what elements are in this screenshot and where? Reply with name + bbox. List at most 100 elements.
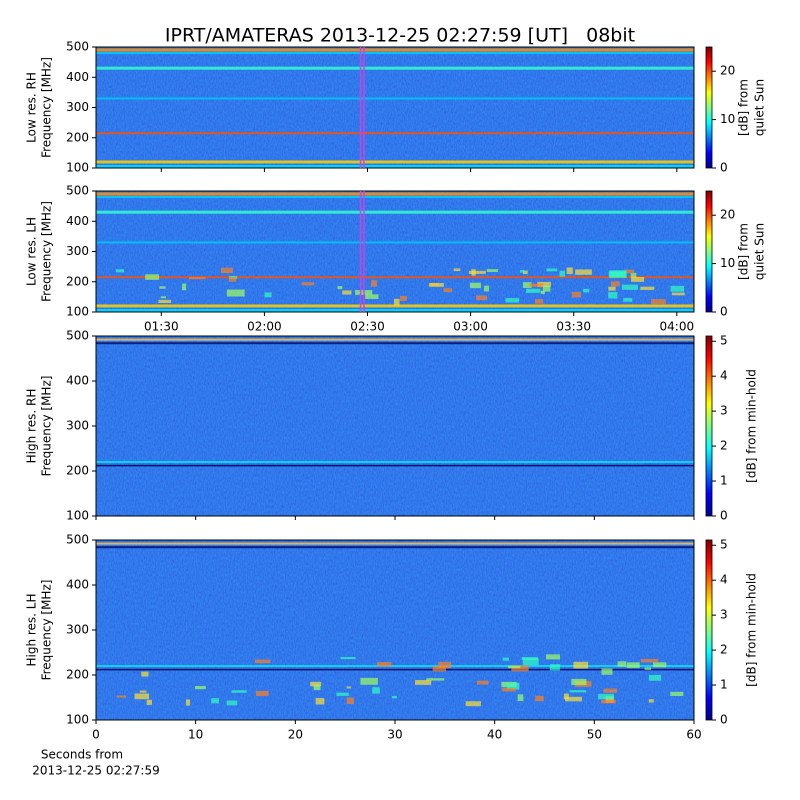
emission-patch (569, 690, 587, 693)
spectral-band (96, 241, 694, 244)
spectral-band (96, 132, 694, 135)
emission-patch (517, 694, 524, 702)
spectrogram-noise (96, 540, 694, 720)
emission-patch (160, 296, 166, 299)
y-tick-label: 100 (66, 305, 89, 319)
colorbar-tick-label: 2 (720, 439, 728, 453)
emission-patch (507, 665, 521, 669)
y-tick-label: 100 (66, 713, 89, 727)
emission-patch (630, 273, 637, 278)
y-tick-label: 400 (66, 374, 89, 388)
x-axis-label: 2013-12-25 02:27:59 (32, 764, 159, 778)
emission-patch (529, 283, 544, 287)
emission-patch (231, 690, 247, 693)
colorbar (705, 190, 713, 313)
y-tick-label: 300 (66, 419, 89, 433)
emission-patch (624, 269, 635, 274)
colorbar-label: [dB] from (737, 79, 751, 136)
emission-patch (139, 690, 147, 693)
y-axis-label: High res. RH (25, 389, 39, 464)
emission-patch (346, 686, 351, 689)
emission-patch (438, 661, 452, 669)
emission-patch (365, 294, 379, 299)
emission-patch (522, 282, 532, 288)
emission-patch (336, 692, 349, 696)
x-tick-label: 03:30 (556, 320, 591, 334)
emission-patch (506, 682, 520, 690)
spectrogram-noise (96, 191, 694, 312)
colorbar-tick-label: 10 (720, 112, 735, 126)
emission-patch (537, 281, 551, 288)
emission-patch (549, 664, 560, 671)
emission-patch (443, 288, 453, 293)
emission-patch (337, 286, 343, 290)
emission-patch (603, 688, 618, 693)
x-tick-label: 30 (387, 728, 402, 742)
spectral-band (96, 668, 694, 671)
colorbar-label: [dB] from min-hold (745, 573, 759, 687)
emission-patch (415, 680, 432, 685)
emission-patch (372, 687, 380, 694)
x-tick-label: 04:00 (660, 320, 695, 334)
emission-patch (621, 284, 638, 290)
emission-patch (145, 274, 160, 280)
emission-patch (476, 295, 487, 301)
y-tick-label: 400 (66, 578, 89, 592)
emission-patch (526, 288, 541, 293)
emission-patch (432, 666, 446, 672)
colorbar (705, 539, 713, 721)
colorbar-tick-label: 1 (720, 474, 728, 488)
x-tick-label: 02:00 (247, 320, 282, 334)
emission-patch (158, 299, 172, 304)
emission-patch (453, 268, 461, 272)
y-axis-label: Frequency [MHz] (40, 57, 54, 158)
x-tick-label: 10 (188, 728, 203, 742)
y-tick-label: 200 (66, 274, 89, 288)
y-tick-label: 300 (66, 623, 89, 637)
y-tick-label: 500 (66, 533, 89, 547)
x-tick-label: 0 (92, 728, 100, 742)
emission-patch (566, 267, 573, 275)
emission-patch (116, 269, 125, 273)
colorbar-tick-label: 0 (720, 161, 728, 175)
spectral-band (96, 665, 694, 667)
emission-patch (377, 661, 392, 667)
emission-patch (468, 270, 486, 274)
emission-patch (256, 690, 269, 697)
spectrogram-noise (96, 47, 694, 168)
emission-patch (146, 699, 152, 705)
emission-patch (182, 283, 187, 291)
emission-patch (264, 292, 272, 298)
emission-patch (540, 290, 545, 294)
emission-patch (522, 658, 539, 666)
emission-patch (229, 275, 238, 280)
colorbar (705, 335, 713, 517)
emission-patch (220, 267, 233, 274)
colorbar-tick-label: 0 (720, 509, 728, 523)
emission-patch (640, 286, 655, 290)
emission-patch (342, 290, 352, 295)
spectral-band (96, 210, 694, 214)
colorbar-tick-label: 10 (720, 256, 735, 270)
colorbar-tick-label: 5 (720, 334, 728, 348)
emission-patch (360, 677, 378, 685)
emission-patch (313, 684, 321, 691)
spectral-band (96, 308, 694, 312)
emission-patch (631, 276, 645, 282)
emission-patch (610, 281, 620, 287)
spectral-band (96, 48, 694, 52)
y-axis-label: High res. LH (25, 593, 39, 666)
spectral-band (96, 546, 694, 549)
emission-patch (501, 687, 516, 692)
y-axis-label: Low res. RH (25, 72, 39, 143)
emission-patch (486, 269, 498, 272)
colorbar-tick-label: 4 (720, 573, 728, 587)
emission-patch (640, 658, 659, 663)
emission-patch (465, 701, 482, 707)
emission-patch (194, 686, 206, 690)
emission-patch (346, 697, 354, 705)
spectral-band (96, 338, 694, 341)
x-tick-label: 01:30 (144, 320, 179, 334)
colorbar-tick-label: 1 (720, 678, 728, 692)
emission-patch (626, 662, 640, 668)
